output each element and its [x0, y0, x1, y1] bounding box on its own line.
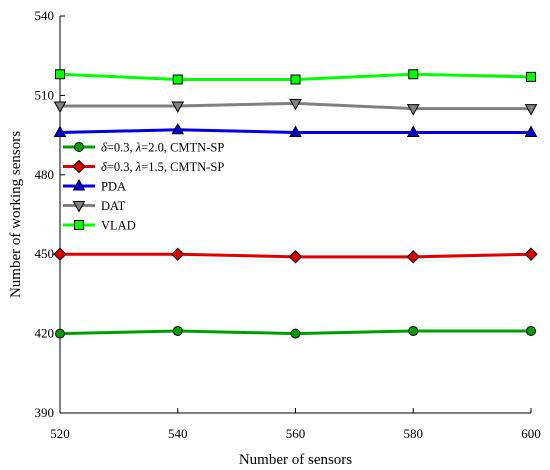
data-point: [406, 125, 420, 137]
legend-label-part: =0.3,: [107, 160, 136, 174]
data-point: [172, 74, 183, 85]
data-point: [171, 122, 185, 135]
legend-entry: δ=0.3, λ=2.0, CMTN-SP: [63, 141, 224, 155]
legend-label-part: =1.5, CMTN-SP: [141, 160, 224, 174]
data-point: [171, 101, 185, 114]
y-tick-label: 510: [35, 87, 55, 102]
legend-label: PDA: [101, 180, 126, 194]
data-point: [406, 250, 420, 264]
series-layer: [53, 69, 538, 339]
data-point: [290, 74, 301, 85]
legend-label-part: δ: [101, 160, 107, 174]
data-point: [408, 325, 419, 336]
data-point: [289, 98, 302, 111]
data-point: [526, 325, 536, 336]
data-point: [406, 104, 420, 116]
series-2: [53, 247, 538, 264]
legend-label-part: λ: [135, 160, 142, 174]
x-tick-label: 540: [168, 426, 188, 441]
data-point: [408, 69, 419, 80]
legend-label-part: =2.0, CMTN-SP: [141, 141, 224, 155]
y-tick-label: 390: [35, 405, 55, 420]
legend-swatch-marker: [74, 142, 84, 152]
legend-label: δ=0.3, λ=2.0, CMTN-SP: [101, 141, 224, 155]
x-tick-label: 520: [50, 426, 70, 441]
data-point: [53, 101, 67, 114]
legend-entry: PDA: [63, 178, 126, 194]
x-tick-label: 580: [404, 426, 424, 441]
legend-label-part: =0.3,: [107, 141, 136, 155]
x-tick-label: 600: [521, 426, 541, 441]
legend-label-part: δ: [101, 141, 107, 155]
data-point: [172, 325, 183, 336]
legend-entry: δ=0.3, λ=1.5, CMTN-SP: [63, 159, 224, 174]
y-tick-label: 420: [35, 326, 55, 341]
series-1: [55, 325, 536, 339]
y-tick-label: 480: [35, 167, 55, 182]
legend-label-part: λ: [135, 141, 142, 155]
y-axis-title: Number of working sensors: [8, 131, 24, 298]
data-point: [288, 250, 303, 264]
data-point: [53, 125, 67, 137]
y-tick-label: 540: [35, 8, 55, 23]
data-point: [290, 328, 301, 339]
legend-label: DAT: [101, 199, 126, 213]
data-point: [289, 125, 302, 137]
data-point: [55, 69, 65, 80]
legend: δ=0.3, λ=2.0, CMTN-SPδ=0.3, λ=1.5, CMTN-…: [63, 141, 224, 233]
legend-swatch-marker: [72, 159, 86, 174]
series-4: [53, 98, 538, 116]
data-point: [524, 125, 538, 137]
data-point: [171, 247, 185, 261]
legend-swatch-marker: [72, 178, 86, 191]
series-3: [53, 122, 538, 137]
legend-entry: VLAD: [63, 219, 136, 233]
data-point: [524, 247, 538, 261]
data-point: [55, 328, 65, 339]
series-5: [55, 69, 536, 85]
data-point: [53, 247, 67, 261]
y-tick-label: 450: [35, 246, 55, 261]
legend-label: VLAD: [101, 219, 136, 233]
axes: 390 420 450 480 510 540 520 540 560 580 600: [35, 8, 541, 441]
data-point: [526, 71, 536, 82]
x-axis-title: Number of sensors: [239, 452, 352, 468]
x-tick-label: 560: [286, 426, 306, 441]
legend-swatch-marker: [74, 220, 84, 230]
legend-label: δ=0.3, λ=1.5, CMTN-SP: [101, 160, 224, 174]
legend-entry: DAT: [63, 199, 126, 213]
legend-swatch-marker: [72, 201, 86, 213]
data-point: [524, 104, 538, 116]
